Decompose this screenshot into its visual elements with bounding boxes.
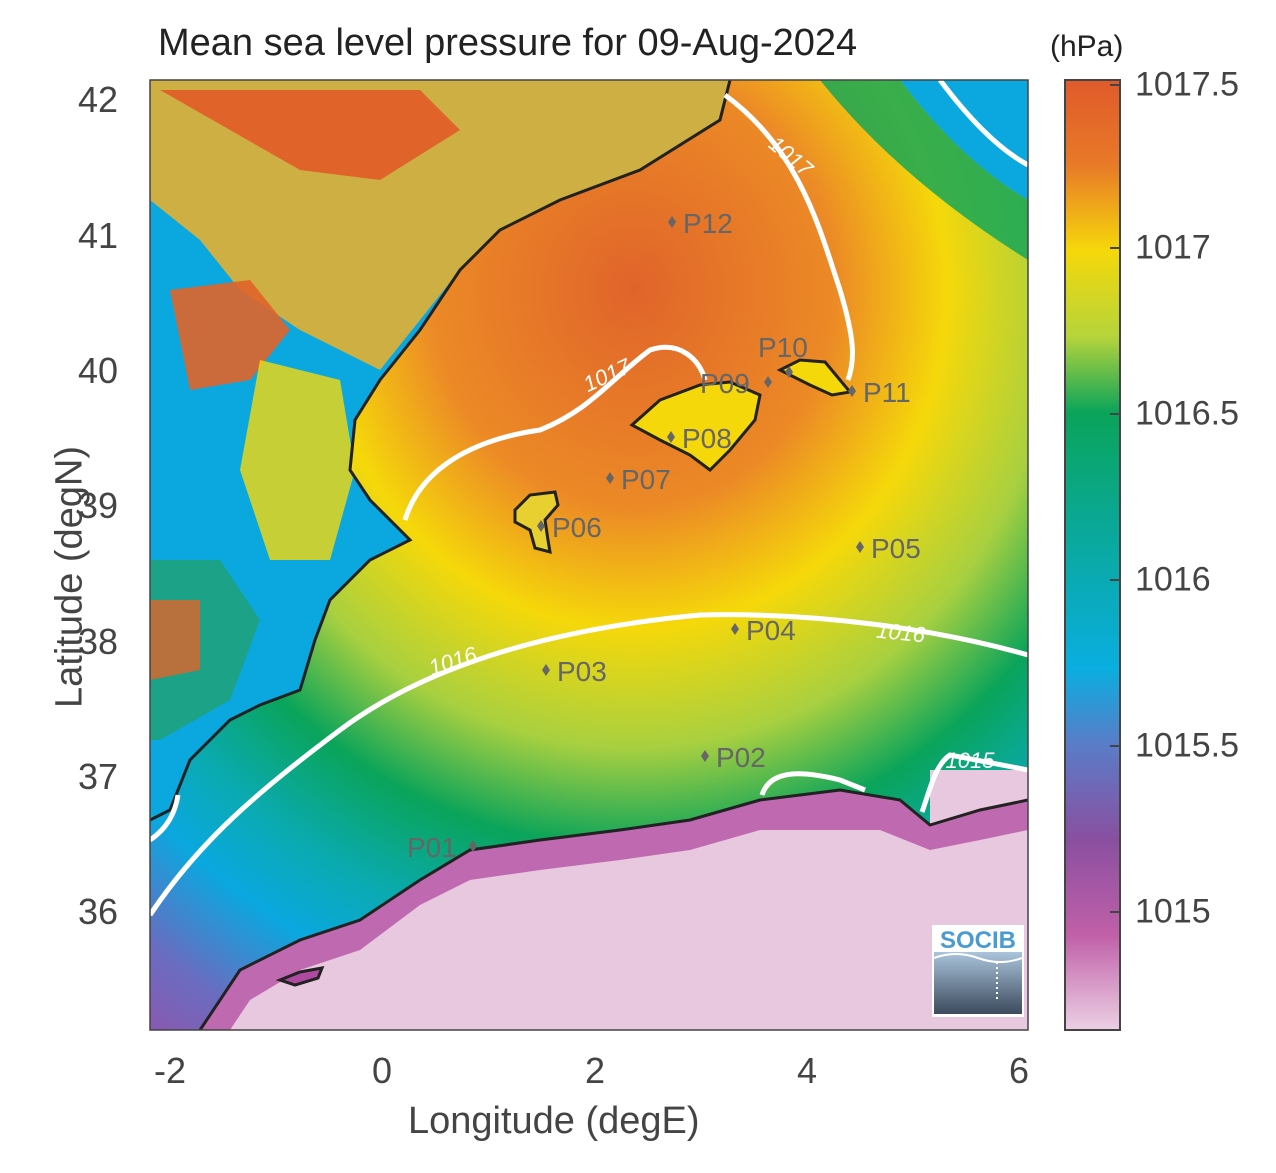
- station-label: P12: [683, 208, 733, 239]
- isobar-1016: [150, 612, 1028, 917]
- station-marker-icon: [469, 840, 477, 852]
- colorbar-ticks: [1110, 84, 1120, 913]
- logo-text: SOCIB: [940, 927, 1016, 954]
- y-tick-label: 39: [78, 485, 119, 526]
- x-tick-label: 4: [796, 1050, 818, 1091]
- station-marker-icon: [668, 216, 676, 228]
- station-marker-icon: [785, 366, 793, 378]
- x-tick-label: 0: [371, 1050, 393, 1091]
- colorbar-tick-label: 1017.5: [1135, 65, 1239, 104]
- station-marker-icon: [848, 385, 856, 397]
- sea-corner-ne: [900, 80, 1028, 200]
- station-marker-icon: [667, 431, 675, 443]
- isobar-1015-a: [759, 771, 866, 796]
- station-markers: P01 P02 P03 P04 P05 P06 P07 P08 P09 P10 …: [407, 208, 921, 863]
- x-axis-label: Longitude (degE): [408, 1100, 700, 1142]
- contour-label-1016: 1016: [875, 618, 927, 648]
- station-label: P10: [758, 332, 808, 363]
- island-ibiza: [513, 490, 560, 555]
- station-label: P02: [716, 742, 766, 773]
- sea-band-ne: [820, 80, 1028, 260]
- station-label: P06: [552, 512, 602, 543]
- colorbar-tick-label: 1015: [1135, 892, 1211, 931]
- land-africa-coastal-band: [200, 790, 1028, 1030]
- colorbar-tick-label: 1015.5: [1135, 726, 1239, 765]
- isobar-1017-ne: [938, 80, 1028, 168]
- x-tick-label: 2: [584, 1050, 606, 1091]
- station-label: P07: [621, 464, 671, 495]
- land-africa: [200, 790, 1028, 1030]
- colorbar-unit: (hPa): [1050, 30, 1124, 63]
- contour-label-1015: 1015: [946, 748, 996, 773]
- y-tick-label: 40: [78, 350, 119, 391]
- x-tick-label: 6: [1008, 1050, 1030, 1091]
- station-label: P09: [700, 368, 750, 399]
- island-menorca: [776, 358, 853, 397]
- map-plot-area: 1017 1017 1016 1016 1015 P01 P02 P03 P04…: [150, 80, 1028, 1030]
- station-label: P04: [746, 615, 796, 646]
- isobar-1016-west: [150, 794, 181, 843]
- isobar-1017-east: [723, 92, 856, 381]
- coastline-africa: [198, 788, 1028, 1030]
- station-label: P11: [863, 377, 911, 408]
- station-label: P03: [557, 656, 607, 687]
- colorbar: [1064, 79, 1121, 1031]
- x-tick-label: -2: [153, 1050, 187, 1091]
- map-title: Mean sea level pressure for 09-Aug-2024: [158, 22, 858, 64]
- lake-mar-chica: [275, 966, 325, 987]
- station-label: P05: [871, 533, 921, 564]
- land-south-orange: [150, 600, 200, 680]
- station-marker-icon: [731, 623, 739, 635]
- station-marker-icon: [764, 376, 772, 388]
- y-tick-label: 41: [78, 215, 119, 256]
- station-marker-icon: [701, 750, 709, 762]
- station-marker-icon: [606, 472, 614, 484]
- y-axis-label: Latitude (degN): [48, 446, 91, 708]
- colorbar-tick-label: 1017: [1135, 228, 1211, 267]
- isobar-1015-b: [919, 752, 1028, 813]
- land-tunisia: [930, 770, 1028, 825]
- island-mallorca: [629, 380, 762, 472]
- coastline-iberia: [150, 80, 732, 822]
- land-coast-yellow: [240, 360, 355, 560]
- station-marker-icon: [856, 541, 864, 553]
- socib-logo: SOCIB: [932, 925, 1024, 1017]
- station-label: P08: [682, 423, 732, 454]
- y-tick-label: 38: [78, 621, 119, 662]
- colorbar-tick-label: 1016.5: [1135, 394, 1239, 433]
- colorbar-tick-label: 1016: [1135, 560, 1211, 599]
- station-marker-icon: [537, 520, 545, 532]
- y-tick-label: 42: [78, 79, 119, 120]
- isobar-1017-west: [402, 344, 708, 521]
- y-tick-label: 37: [78, 756, 119, 797]
- station-label: P01: [407, 832, 457, 863]
- station-marker-icon: [542, 664, 550, 676]
- y-tick-label: 36: [78, 891, 119, 932]
- plot-frame: [149, 79, 1029, 1031]
- land-ebro-high: [160, 90, 460, 180]
